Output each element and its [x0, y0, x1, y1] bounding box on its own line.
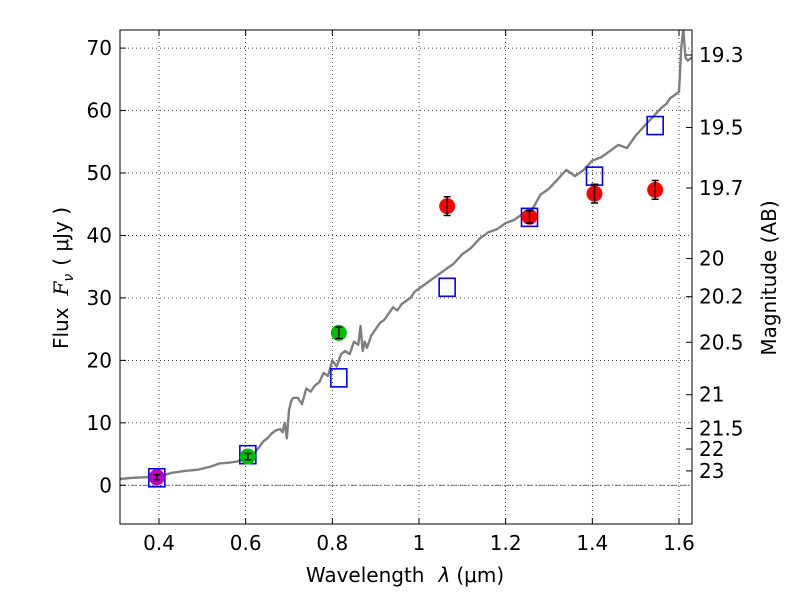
x-tick-label: 1.4	[576, 531, 608, 555]
axes-frame	[119, 29, 693, 525]
x-tick-label: 0.4	[143, 531, 175, 555]
y2-tick-label: 23	[699, 459, 724, 483]
x-tick-label: 0.8	[316, 531, 348, 555]
y-tick-label: 0	[99, 473, 112, 497]
y-tick-label: 20	[87, 348, 112, 372]
x-axis-label: Wavelength λ (μm)	[306, 563, 504, 587]
x-axis-label-text: Wavelength	[306, 563, 425, 587]
template-photometry-square	[520, 207, 539, 228]
secondary-y-axis-label: Magnitude (AB)	[757, 200, 781, 355]
y2-tick-label: 20.2	[699, 285, 744, 309]
y-axis-label: Flux Fν ( μJy )	[49, 207, 77, 349]
x-axis-label-unit: (μm)	[456, 563, 504, 587]
y2-tick-label: 20	[699, 247, 724, 271]
template-photometry-square	[438, 277, 456, 298]
template-photometry-square	[148, 467, 166, 488]
ticks: 0.4 0.6 0.8 1 1.2 1.4 1.6 0 10 20 30 40 50 60 70 19.3 19…	[87, 30, 744, 555]
template-photometry-square	[646, 115, 664, 136]
y-tick-label: 40	[87, 223, 112, 247]
y2-tick-label: 19.3	[699, 43, 744, 67]
x-axis-label-symbol: λ	[438, 563, 451, 587]
x-tick-label: 1	[413, 531, 426, 555]
spectrum-line	[120, 30, 692, 481]
y-axis-label-text: Flux	[49, 307, 73, 349]
y-axis-label-subscript: ν	[61, 274, 77, 282]
x-tick-label: 1.6	[663, 531, 695, 555]
x-tick-label: 1.2	[490, 531, 522, 555]
y-tick-label: 30	[87, 286, 112, 310]
y-axis-label-unit: ( μJy )	[49, 207, 73, 266]
template-photometry-square	[330, 368, 348, 388]
y-tick-label: 10	[87, 411, 112, 435]
y2-tick-label: 21.5	[699, 416, 744, 440]
y-tick-label: 50	[87, 161, 112, 185]
y2-tick-label: 21	[699, 383, 724, 407]
y2-tick-label: 22	[699, 437, 724, 461]
plot-area	[120, 30, 692, 488]
y2-tick-label: 20.5	[699, 330, 744, 354]
y-tick-label: 70	[87, 36, 112, 60]
y-tick-label: 60	[87, 99, 112, 123]
y-axis-label-symbol: F	[49, 280, 73, 296]
x-tick-label: 0.6	[230, 531, 262, 555]
y2-tick-label: 19.5	[699, 115, 744, 139]
y2-tick-label: 19.7	[699, 176, 744, 200]
